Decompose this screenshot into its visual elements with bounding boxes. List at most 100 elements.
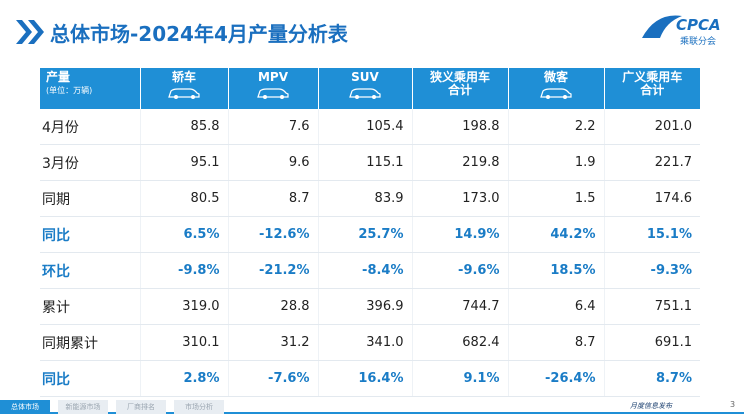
table-row: 3月份 95.1 9.6 115.1 219.8 1.9 221.7 <box>40 144 700 181</box>
title: 总体市场-2024年4月产量分析表 <box>50 22 348 46</box>
header-text: 狭义乘用车 <box>429 70 490 84</box>
data-table: 产量 (单位：万辆) 轿车 MPV SUV 狭义乘用车 合计 微客 广义乘用车 合计 4月份 85.… <box>40 68 700 397</box>
cell: 9.6 <box>227 144 318 181</box>
cell: 174.6 <box>603 180 700 217</box>
cell: 44.2% <box>507 216 604 253</box>
cell: 2.8% <box>139 360 228 397</box>
column-header: SUV <box>317 68 412 109</box>
cell: -9.3% <box>603 252 700 289</box>
row-label: 同期 <box>40 180 140 217</box>
row-label: 同期累计 <box>40 324 140 361</box>
column-header: 轿车 <box>139 68 228 109</box>
cell: 115.1 <box>317 144 412 181</box>
cell: 15.1% <box>603 216 700 253</box>
table-row: 同期累计 310.1 31.2 341.0 682.4 8.7 691.1 <box>40 324 700 361</box>
footer-note: 月度信息发布 <box>630 402 672 410</box>
footer-tab: 市场分析 <box>174 400 224 414</box>
cell: 2.2 <box>507 109 604 145</box>
row-label: 同比 <box>40 360 140 397</box>
table-row: 累计 319.0 28.8 396.9 744.7 6.4 751.1 <box>40 288 700 325</box>
cell: 201.0 <box>603 109 700 145</box>
cell: 18.5% <box>507 252 604 289</box>
cell: 319.0 <box>139 288 228 325</box>
row-label: 3月份 <box>40 144 140 181</box>
column-header: 狭义乘用车 合计 <box>411 68 508 109</box>
cell: 691.1 <box>603 324 700 361</box>
cell: 80.5 <box>139 180 228 217</box>
cell: -7.6% <box>227 360 318 397</box>
column-header: 广义乘用车 合计 <box>603 68 700 109</box>
cell: 9.1% <box>411 360 508 397</box>
table-body: 4月份 85.8 7.6 105.4 198.8 2.2 201.0 3月份 95.1 9.6 11… <box>40 109 700 397</box>
footer-tab: 总体市场 <box>0 400 50 414</box>
cell: 6.5% <box>139 216 228 253</box>
cell: 1.5 <box>507 180 604 217</box>
cell: 8.7% <box>603 360 700 397</box>
header-row: 产量 (单位：万辆) 轿车 MPV SUV 狭义乘用车 合计 微客 广义乘用车 合计 <box>40 68 700 109</box>
row-label: 累计 <box>40 288 140 325</box>
cell: -26.4% <box>507 360 604 397</box>
table-row: 4月份 85.8 7.6 105.4 198.8 2.2 201.0 <box>40 109 700 145</box>
logo: CPCA 乘联分会 <box>642 15 721 47</box>
header-text: 广义乘用车 <box>622 70 683 84</box>
cell: 85.8 <box>139 109 228 145</box>
cell: 173.0 <box>411 180 508 217</box>
table-row: 同比 2.8% -7.6% 16.4% 9.1% -26.4% 8.7% <box>40 360 700 397</box>
cell: -9.8% <box>139 252 228 289</box>
cell: 105.4 <box>317 109 412 145</box>
cell: 7.6 <box>227 109 318 145</box>
header-text: 轿车 <box>171 70 196 84</box>
cell: 310.1 <box>139 324 228 361</box>
cell: -8.4% <box>317 252 412 289</box>
cell: 341.0 <box>317 324 412 361</box>
cell: 1.9 <box>507 144 604 181</box>
cell: 31.2 <box>227 324 318 361</box>
row-label: 同比 <box>40 216 140 253</box>
cell: 682.4 <box>411 324 508 361</box>
footer-tab: 新能源市场 <box>58 400 108 414</box>
header-text: 合计 <box>447 83 472 97</box>
vehicle-icon <box>257 88 289 99</box>
table-row: 同期 80.5 8.7 83.9 173.0 1.5 174.6 <box>40 180 700 217</box>
header-text: 产量 <box>46 70 71 84</box>
cell: -12.6% <box>227 216 318 253</box>
cell: 95.1 <box>139 144 228 181</box>
header-unit: (单位：万辆) <box>46 86 93 95</box>
footer: 总体市场 新能源市场 厂商排名 市场分析 月度信息发布 3 <box>0 400 744 414</box>
vehicle-icon <box>168 88 200 99</box>
cell: 25.7% <box>317 216 412 253</box>
cell: 6.4 <box>507 288 604 325</box>
logo-text: CPCA <box>676 16 721 34</box>
cell: 219.8 <box>411 144 508 181</box>
cell: 751.1 <box>603 288 700 325</box>
cell: 28.8 <box>227 288 318 325</box>
cell: -21.2% <box>227 252 318 289</box>
header-text: SUV <box>351 70 379 84</box>
row-label: 4月份 <box>40 109 140 145</box>
cell: 396.9 <box>317 288 412 325</box>
header-text: 微客 <box>543 70 568 84</box>
table-row: 同比 6.5% -12.6% 25.7% 14.9% 44.2% 15.1% <box>40 216 700 253</box>
cell: -9.6% <box>411 252 508 289</box>
title-icon <box>16 20 44 44</box>
cell: 8.7 <box>507 324 604 361</box>
logo-sub: 乘联分会 <box>680 35 716 47</box>
column-header: MPV <box>227 68 318 109</box>
cell: 14.9% <box>411 216 508 253</box>
cell: 744.7 <box>411 288 508 325</box>
footer-tab: 厂商排名 <box>116 400 166 414</box>
cell: 16.4% <box>317 360 412 397</box>
vehicle-icon <box>349 88 381 99</box>
vehicle-icon <box>540 88 572 99</box>
cell: 221.7 <box>603 144 700 181</box>
column-header: 产量 (单位：万辆) <box>40 68 140 109</box>
cell: 8.7 <box>227 180 318 217</box>
page-number: 3 <box>730 400 736 409</box>
row-label: 环比 <box>40 252 140 289</box>
table-row: 环比 -9.8% -21.2% -8.4% -9.6% 18.5% -9.3% <box>40 252 700 289</box>
header-text: 合计 <box>640 83 665 97</box>
header-text: MPV <box>257 70 289 84</box>
column-header: 微客 <box>507 68 604 109</box>
cell: 198.8 <box>411 109 508 145</box>
